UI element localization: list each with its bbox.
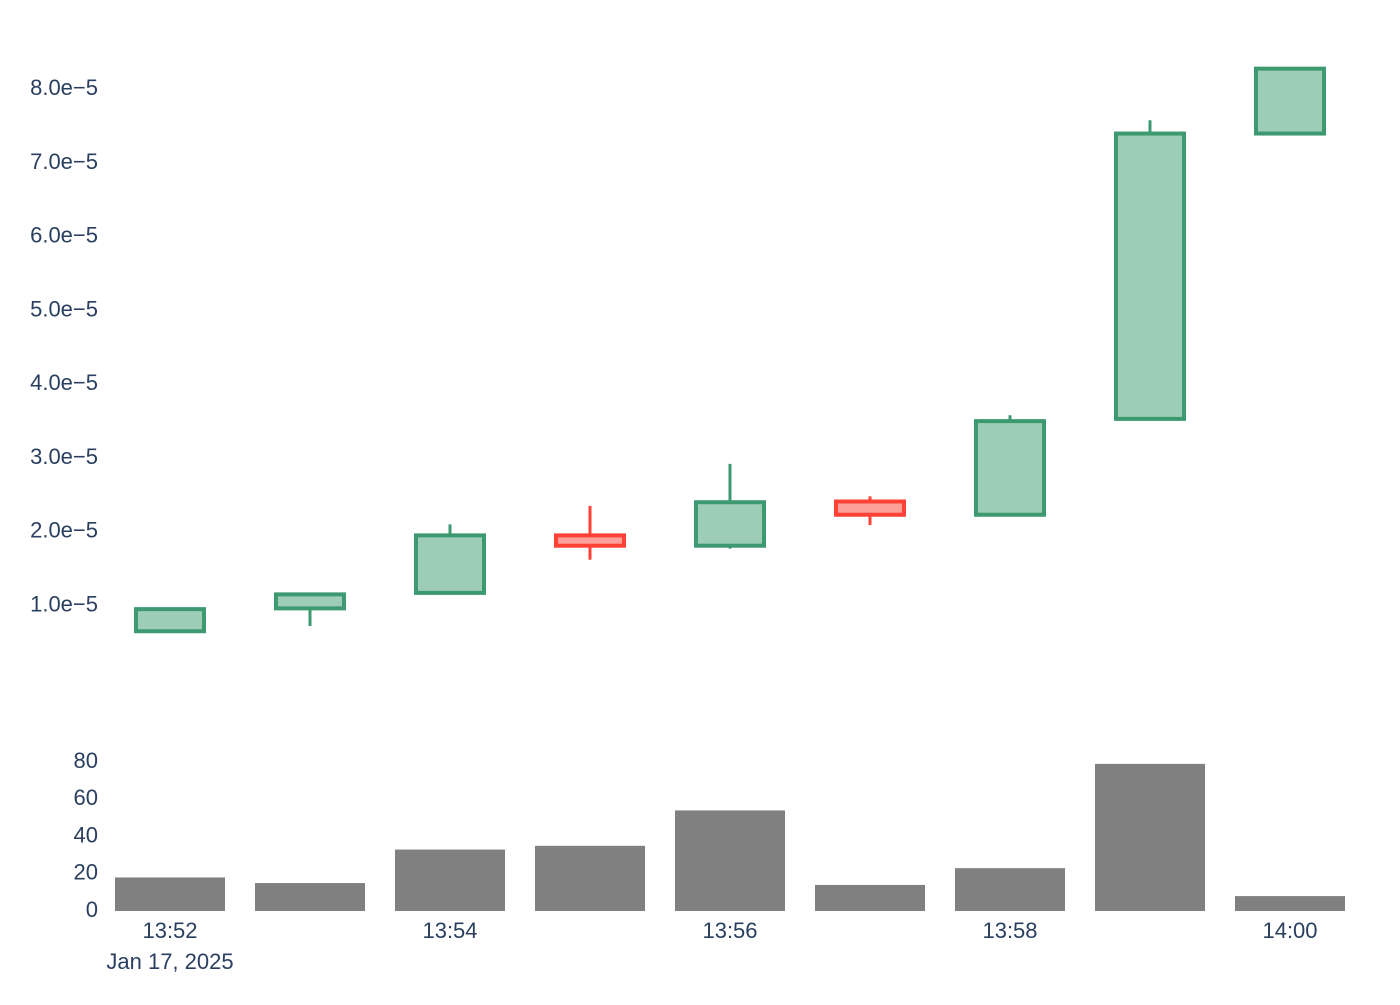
candle-body	[554, 533, 626, 548]
candle-body	[414, 533, 486, 595]
candle-body	[134, 607, 206, 634]
price-y-axis: 1.0e−5 2.0e−5 3.0e−5 4.0e−5 5.0e−5 6.0e−5 7.0e…	[30, 75, 98, 616]
volume-tick-label: 80	[74, 748, 98, 773]
volume-tick-label: 20	[74, 860, 98, 885]
time-tick-label: 13:52	[142, 918, 197, 943]
candle-13:59	[1114, 120, 1186, 421]
candle-14:00	[1254, 66, 1326, 136]
candlestick-plot	[134, 66, 1326, 634]
time-tick-label: 13:54	[422, 918, 477, 943]
time-tick-label: 13:56	[702, 918, 757, 943]
volume-bar-13:55	[535, 845, 645, 911]
time-tick-label: 13:58	[982, 918, 1037, 943]
candle-body	[1114, 131, 1186, 421]
volume-bar-14:00	[1235, 896, 1345, 911]
candle-body	[1254, 66, 1326, 136]
volume-y-axis: 0 20 40 60 80	[74, 748, 98, 922]
volume-plot	[115, 763, 1345, 911]
candle-13:58	[974, 415, 1046, 517]
price-tick-label: 7.0e−5	[30, 149, 98, 174]
candle-body	[834, 499, 906, 517]
price-tick-label: 5.0e−5	[30, 296, 98, 321]
volume-bar-13:52	[115, 877, 225, 911]
price-tick-label: 3.0e−5	[30, 444, 98, 469]
candle-13:56	[694, 463, 766, 549]
date-label: Jan 17, 2025	[106, 949, 233, 974]
volume-bar-13:57	[815, 884, 925, 911]
price-tick-label: 8.0e−5	[30, 75, 98, 100]
volume-bar-13:58	[955, 868, 1065, 911]
candle-13:54	[414, 524, 486, 595]
price-tick-label: 6.0e−5	[30, 223, 98, 248]
candle-13:53	[274, 592, 346, 627]
volume-bar-13:56	[675, 810, 785, 911]
volume-tick-label: 40	[74, 822, 98, 847]
time-x-axis: 13:52 13:54 13:56 13:58 14:00 Jan 17, 2025	[106, 918, 1317, 974]
price-tick-label: 1.0e−5	[30, 591, 98, 616]
volume-bar-13:54	[395, 849, 505, 911]
candle-body	[694, 500, 766, 548]
volume-tick-label: 0	[86, 897, 98, 922]
candle-body	[974, 419, 1046, 517]
candle-13:55	[554, 505, 626, 560]
candle-body	[274, 592, 346, 611]
time-tick-label: 14:00	[1262, 918, 1317, 943]
volume-tick-label: 60	[74, 785, 98, 810]
candle-13:52	[134, 607, 206, 634]
price-tick-label: 4.0e−5	[30, 370, 98, 395]
volume-bar-13:53	[255, 883, 365, 911]
volume-bar-13:59	[1095, 763, 1205, 911]
price-tick-label: 2.0e−5	[30, 518, 98, 543]
candle-13:57	[834, 496, 906, 526]
